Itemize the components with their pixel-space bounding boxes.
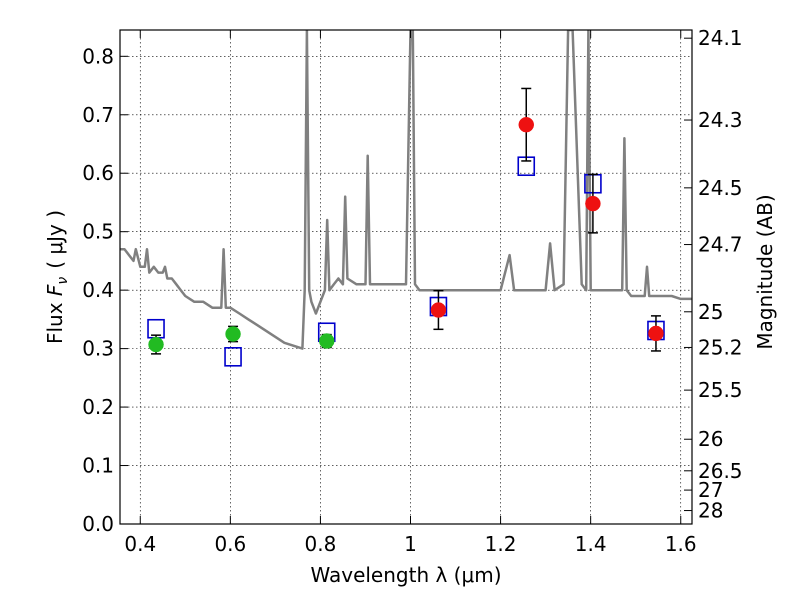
x-tick-label: 1.4 — [575, 532, 607, 556]
x-tick-label: 1.6 — [665, 532, 697, 556]
y2-tick-label: 25 — [698, 300, 723, 324]
markers — [147, 87, 665, 367]
y2-tick-label: 26.5 — [698, 459, 743, 483]
ticks — [120, 30, 692, 525]
y-axis-title: Flux Fν ( μJy ) — [43, 210, 71, 344]
y-tick-label: 0.7 — [82, 103, 114, 127]
y-axis-title-subscript: ν — [55, 277, 71, 285]
y2-tick-label: 25.2 — [698, 335, 743, 359]
x-tick-label: 1 — [404, 532, 417, 556]
y-tick-label: 0.1 — [82, 454, 114, 478]
data-point — [318, 333, 335, 349]
y2-tick-label: 28 — [698, 499, 723, 523]
data-point — [225, 326, 241, 342]
x-tick-label: 0.6 — [214, 532, 246, 556]
x-tick-label: 0.8 — [305, 532, 337, 556]
data-point — [518, 116, 535, 133]
y2-tick-label: 26 — [698, 427, 723, 451]
y2-tick-label: 25.5 — [698, 378, 743, 402]
tick-labels: 0.4 0.6 0.8 1 1.2 1.4 1.6 0.0 0.1 0.2 0.3 0.4 0.5 0.6… — [82, 26, 742, 556]
plot-frame — [119, 29, 693, 525]
sed-line — [120, 30, 692, 350]
y-tick-label: 0.5 — [82, 220, 114, 244]
y-tick-label: 0.3 — [82, 337, 114, 361]
model-square-marker — [224, 346, 242, 367]
data-point — [430, 302, 447, 318]
x-tick-label: 0.4 — [124, 532, 156, 556]
y2-tick-label: 27 — [698, 478, 723, 502]
y2-tick-label: 24.5 — [698, 176, 743, 200]
y-axis-title-symbol: F — [43, 284, 67, 296]
y-axis-title-prefix: Flux — [43, 296, 67, 344]
data-point — [148, 336, 164, 353]
x-axis-title: Wavelength λ (μm) — [310, 563, 501, 587]
sed-series — [120, 30, 692, 350]
y2-tick-label: 24.1 — [698, 26, 743, 50]
data-point — [585, 195, 601, 212]
data-point — [648, 325, 664, 342]
y-tick-label: 0.6 — [82, 161, 114, 185]
y-axis-title-units: ( μJy ) — [43, 210, 67, 269]
y2-tick-label: 24.7 — [698, 233, 743, 257]
y-tick-label: 0.8 — [82, 44, 114, 68]
x-tick-label: 1.2 — [485, 532, 517, 556]
y-tick-label: 0.2 — [82, 395, 114, 419]
y-tick-label: 0.4 — [82, 278, 114, 302]
y2-tick-label: 24.3 — [698, 108, 743, 132]
y2-axis-title: Magnitude (AB) — [753, 194, 777, 349]
y-tick-label: 0.0 — [82, 512, 114, 536]
